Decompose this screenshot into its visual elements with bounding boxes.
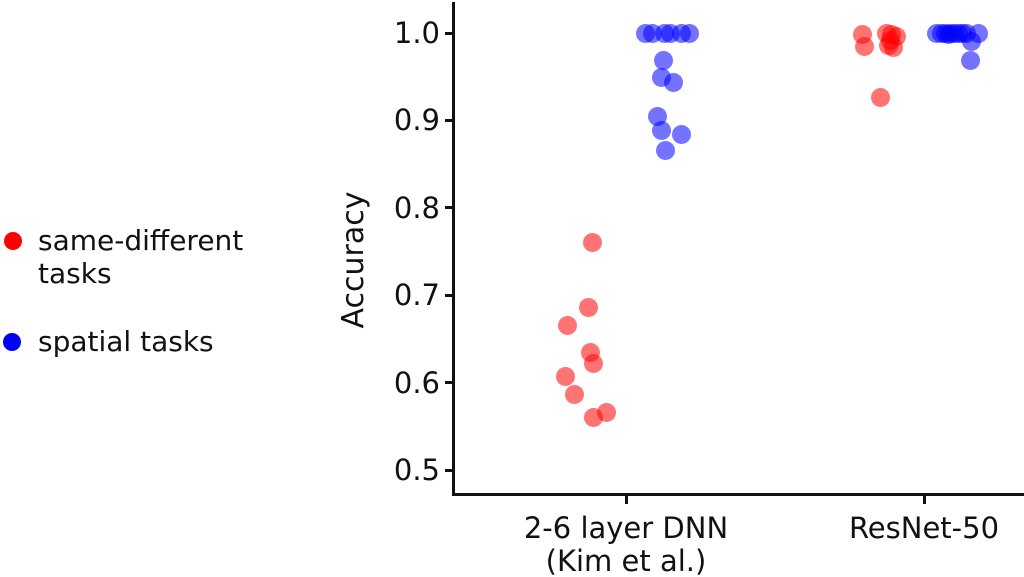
data-point	[960, 50, 980, 70]
y-tick-label: 0.8	[393, 190, 440, 225]
y-tick-mark	[445, 206, 453, 210]
legend-marker-spatial	[3, 333, 21, 351]
x-tick-label-dnn: 2-6 layer DNN (Kim et al.)	[523, 511, 729, 577]
data-point	[555, 366, 575, 386]
data-point	[583, 353, 603, 373]
x-tick-label-resnet: ResNet-50	[848, 511, 1000, 545]
data-point	[583, 408, 603, 428]
y-axis-spine	[452, 2, 455, 496]
data-point	[883, 38, 903, 58]
y-tick-mark	[445, 118, 453, 122]
data-point	[655, 140, 675, 160]
data-point	[671, 124, 691, 144]
x-tick-mark	[624, 496, 628, 504]
y-tick-mark	[445, 31, 453, 35]
data-point	[651, 120, 671, 140]
data-point	[564, 385, 584, 405]
data-point	[854, 37, 874, 57]
x-axis-spine	[452, 493, 1024, 496]
y-tick-mark	[445, 468, 453, 472]
data-point	[582, 233, 602, 253]
y-tick-mark	[445, 293, 453, 297]
y-axis-label: Accuracy	[336, 191, 371, 329]
data-point	[578, 297, 598, 317]
y-tick-mark	[445, 381, 453, 385]
data-point	[679, 23, 699, 43]
legend-label-same-different: same-different tasks	[38, 224, 244, 290]
data-point	[557, 316, 577, 336]
data-point	[663, 73, 683, 93]
data-point	[870, 88, 890, 108]
y-tick-label: 0.9	[393, 103, 440, 138]
legend-marker-same-different	[4, 232, 22, 250]
y-tick-label: 0.7	[393, 278, 440, 313]
y-tick-label: 1.0	[393, 16, 440, 50]
data-point	[653, 51, 673, 71]
data-point	[961, 32, 981, 52]
y-tick-label: 0.5	[393, 453, 440, 487]
legend-label-spatial: spatial tasks	[38, 325, 214, 358]
x-tick-mark	[922, 496, 926, 504]
y-tick-label: 0.6	[393, 365, 440, 400]
